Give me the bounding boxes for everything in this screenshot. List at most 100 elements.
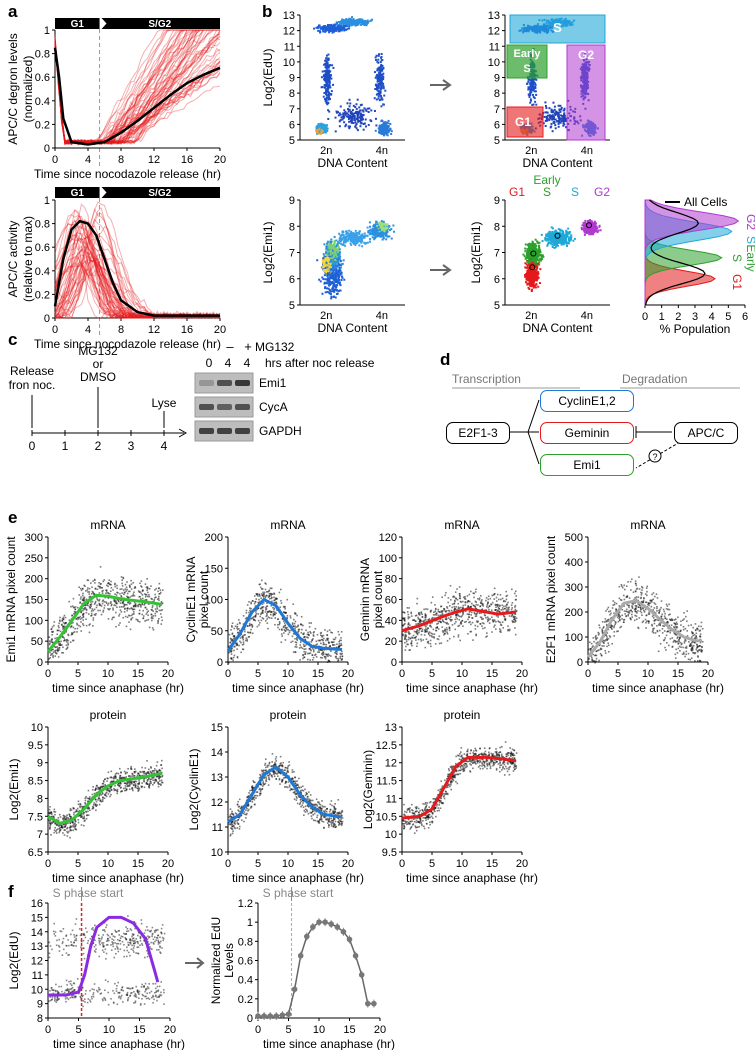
flow-dot [315, 130, 318, 133]
flow-dot [375, 85, 378, 88]
g1-bar [55, 187, 100, 198]
a-bot-trace [54, 201, 221, 319]
flow-dot [346, 28, 349, 31]
flow-dot [599, 229, 602, 232]
flow-dot [344, 244, 347, 247]
flow-dot [374, 236, 377, 239]
flow-dot [562, 114, 565, 117]
flow-dot [534, 87, 537, 90]
flow-dot [347, 117, 350, 120]
a-top-xtick-label: 12 [148, 154, 160, 166]
flow-dot [327, 58, 330, 61]
flow-dot [333, 257, 336, 260]
flow-dot [328, 83, 331, 86]
flow-dot [338, 25, 341, 28]
flow-dot [377, 79, 380, 82]
flow-dot [331, 26, 334, 29]
flow-dot [350, 238, 353, 241]
flow-dot [531, 82, 534, 85]
flow-dot [350, 120, 353, 123]
b-arrow-bottom [430, 264, 452, 276]
flow-dot [354, 119, 357, 122]
flow-dot [345, 231, 348, 234]
b-gate-ytick-label: 13 [488, 10, 500, 22]
flow-dot [359, 240, 362, 243]
flow-dot [548, 107, 551, 110]
a-top-trace [54, 29, 220, 145]
flow-dot [384, 121, 387, 124]
flow-dot [347, 113, 350, 116]
flow-dot [349, 102, 352, 105]
flow-dot [328, 80, 331, 83]
flow-dot [330, 77, 333, 80]
flow-dot [324, 129, 327, 132]
b-edu-ytick-label: 11 [284, 41, 295, 53]
flow-dot [328, 84, 331, 87]
flow-dot [338, 120, 341, 123]
flow-dot [358, 106, 361, 109]
flow-dot [336, 284, 339, 287]
flow-dot [334, 130, 337, 133]
flow-dot [328, 81, 331, 84]
flow-dot [384, 89, 387, 92]
flow-dot [387, 235, 390, 238]
flow-dot [336, 242, 339, 245]
flow-dot [340, 116, 343, 119]
flow-dot [375, 235, 378, 238]
flow-dot [336, 251, 339, 254]
flow-dot [527, 78, 530, 81]
flow-dot [554, 118, 557, 121]
flow-dot [327, 90, 330, 93]
flow-dot [377, 86, 380, 89]
flow-dot [341, 276, 344, 279]
flow-dot [526, 82, 529, 85]
flow-dot [561, 115, 564, 118]
flow-dot [381, 228, 384, 231]
flow-dot [529, 99, 532, 102]
flow-dot [381, 232, 384, 235]
a-top-trace [54, 29, 220, 145]
flow-dot [329, 266, 332, 269]
flow-dot [328, 255, 331, 258]
flow-dot [323, 63, 326, 66]
flow-dot [335, 266, 338, 269]
flow-dot [370, 120, 373, 123]
flow-dot [339, 113, 342, 116]
a-bot-ytick-label: 1 [44, 195, 50, 207]
a-top-trace [54, 29, 220, 144]
flow-dot [323, 91, 326, 94]
flow-dot [348, 105, 351, 108]
flow-dot [361, 233, 364, 236]
flow-dot [544, 124, 547, 127]
flow-dot [346, 23, 349, 26]
flow-dot [326, 96, 329, 99]
flow-dot [350, 113, 353, 116]
flow-dot [543, 115, 546, 118]
a-top-trace [54, 29, 220, 145]
flow-dot [381, 74, 384, 77]
flow-dot [333, 247, 336, 250]
flow-dot [554, 114, 557, 117]
flow-dot [533, 97, 536, 100]
flow-dot [324, 62, 327, 65]
flow-dot [337, 253, 340, 256]
flow-dot [324, 269, 327, 272]
flow-dot [322, 257, 325, 260]
flow-dot [529, 101, 532, 104]
flow-dot [360, 238, 363, 241]
g1-bar-label: G1 [71, 188, 85, 199]
flow-dot [323, 98, 326, 101]
flow-dot [330, 93, 333, 96]
flow-dot [360, 22, 363, 25]
flow-dot [566, 235, 569, 238]
flow-dot [557, 228, 560, 231]
a-top-trace [54, 29, 220, 145]
flow-dot [389, 122, 392, 125]
flow-dot [559, 118, 562, 121]
flow-dot [331, 280, 334, 283]
b-emi-x2n: 2n [320, 310, 332, 322]
a-top-trace [54, 29, 220, 144]
flow-dot [335, 257, 338, 260]
flow-dot [325, 75, 328, 78]
flow-dot [348, 116, 351, 119]
